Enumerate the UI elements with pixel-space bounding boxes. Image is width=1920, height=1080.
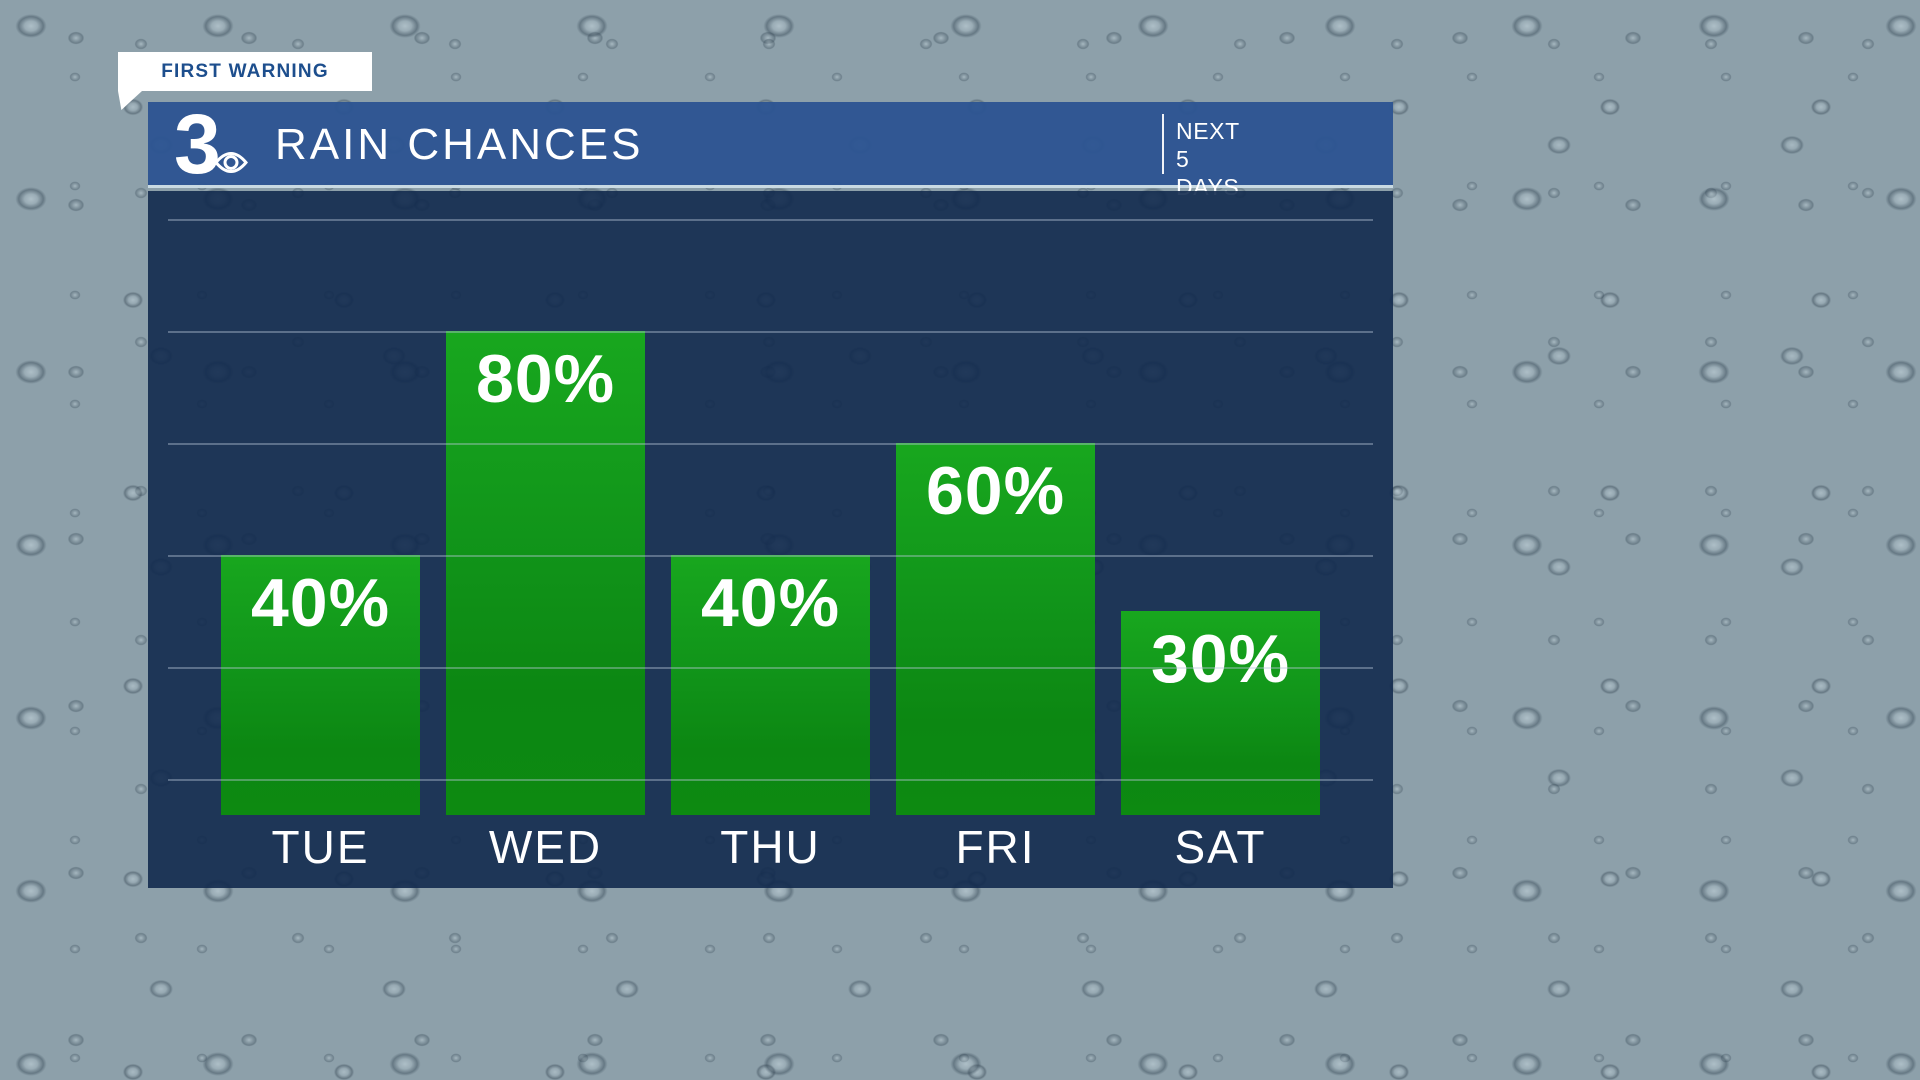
bar-value-sat: 30% bbox=[1150, 621, 1291, 697]
day-label-tue: TUE bbox=[271, 821, 370, 873]
day-label-thu: THU bbox=[720, 821, 821, 873]
first-warning-label: FIRST WARNING bbox=[161, 60, 329, 82]
panel-header: 3 RAIN CHANCES NEXT 5 DAYS bbox=[148, 100, 1393, 200]
channel-3-numeral: 3 bbox=[174, 97, 221, 191]
bar-column-wed: 80% WED bbox=[446, 102, 645, 888]
bar-thu: 40% bbox=[671, 555, 870, 815]
bar-sat: 30% bbox=[1121, 611, 1320, 815]
bar-fri: 60% bbox=[896, 443, 1095, 815]
chart-title: RAIN CHANCES bbox=[275, 120, 644, 169]
timeframe-divider bbox=[1162, 114, 1164, 174]
bar-value-wed: 80% bbox=[475, 341, 616, 417]
day-label-wed: WED bbox=[488, 821, 603, 873]
forecast-panel: 3 RAIN CHANCES NEXT 5 DAYS 40% TUE bbox=[148, 102, 1393, 888]
bar-tue: 40% bbox=[221, 555, 420, 815]
day-label-sat: SAT bbox=[1174, 821, 1267, 873]
day-label-fri: FRI bbox=[955, 821, 1036, 873]
station-logo: 3 bbox=[174, 100, 284, 186]
gridline-100pct bbox=[168, 219, 1373, 221]
bar-column-thu: 40% THU bbox=[671, 102, 870, 888]
gridline-80pct bbox=[168, 331, 1373, 333]
bar-column-sat: 30% SAT bbox=[1121, 102, 1320, 888]
cbs-eye-icon bbox=[214, 152, 248, 173]
bar-value-thu: 40% bbox=[700, 565, 841, 641]
bar-value-tue: 40% bbox=[250, 565, 391, 641]
timeframe-line1: NEXT bbox=[1176, 118, 1240, 144]
first-warning-tab: FIRST WARNING bbox=[118, 52, 372, 110]
gridline-40pct bbox=[168, 555, 1373, 557]
gridline-0pct bbox=[168, 779, 1373, 781]
bar-wed: 80% bbox=[446, 331, 645, 815]
bar-column-tue: 40% TUE bbox=[221, 102, 420, 888]
gridline-20pct bbox=[168, 667, 1373, 669]
rain-chances-bar-chart: 40% TUE 80% WED 40% THU 60% FRI 30% bbox=[148, 102, 1393, 888]
gridline-60pct bbox=[168, 443, 1373, 445]
bar-column-fri: 60% FRI bbox=[896, 102, 1095, 888]
bar-value-fri: 60% bbox=[925, 453, 1066, 529]
